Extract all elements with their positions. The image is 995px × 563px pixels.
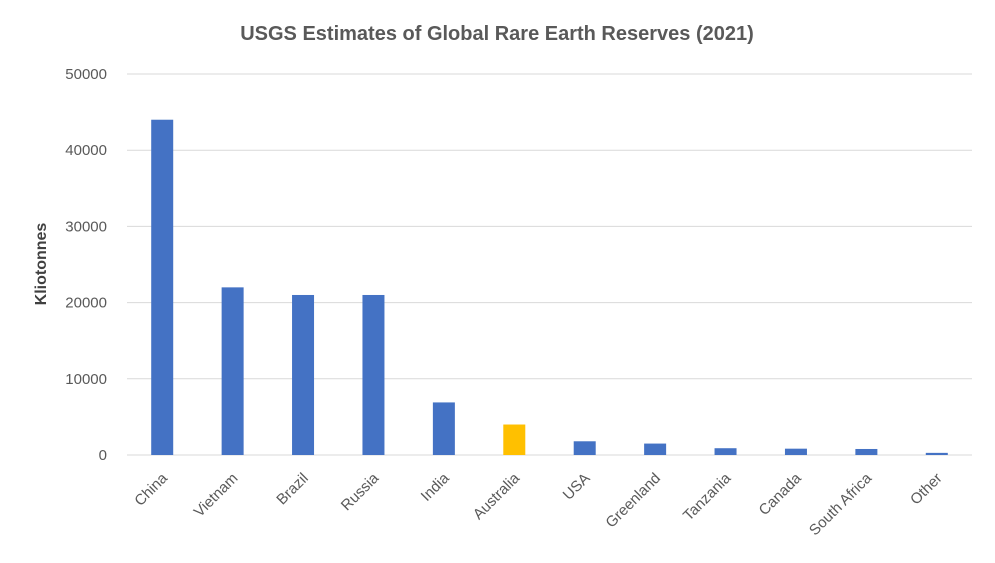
bar-vietnam bbox=[221, 287, 244, 455]
y-tick-label: 50000 bbox=[65, 66, 107, 83]
x-tick-label: Brazil bbox=[273, 470, 312, 509]
x-tick-label: Greenland bbox=[602, 470, 664, 532]
x-tick-label: South Africa bbox=[806, 469, 876, 539]
x-tick-label: Vietnam bbox=[191, 470, 242, 521]
bars bbox=[151, 119, 948, 455]
x-tick-label: Canada bbox=[756, 469, 806, 519]
bar-tanzania bbox=[714, 448, 737, 455]
bar-india bbox=[432, 402, 455, 455]
y-axis-title: Kliotonnes bbox=[33, 223, 50, 306]
x-tick-label: Other bbox=[907, 470, 946, 509]
bar-russia bbox=[362, 294, 385, 455]
x-tick-label: China bbox=[131, 469, 171, 509]
chart-title: USGS Estimates of Global Rare Earth Rese… bbox=[240, 23, 754, 45]
bar-china bbox=[151, 119, 174, 455]
x-tick-label: Tanzania bbox=[680, 469, 735, 524]
bar-greenland bbox=[644, 443, 667, 455]
y-tick-label: 20000 bbox=[65, 295, 107, 312]
x-tick-label: Russia bbox=[338, 469, 383, 514]
x-tick-label: USA bbox=[560, 470, 594, 504]
y-tick-label: 10000 bbox=[65, 371, 107, 388]
bar-other bbox=[925, 452, 948, 455]
bar-australia bbox=[503, 424, 526, 455]
y-tick-label: 30000 bbox=[65, 218, 107, 235]
bar-usa bbox=[573, 441, 596, 455]
x-axis-labels: China Vietnam Brazil Russia India Australia US… bbox=[131, 469, 945, 539]
x-tick-label: Australia bbox=[470, 469, 524, 523]
y-tick-label: 0 bbox=[99, 447, 107, 464]
bar-canada bbox=[784, 448, 807, 455]
bar-brazil bbox=[292, 294, 315, 455]
x-tick-label: India bbox=[418, 469, 453, 504]
y-tick-label: 40000 bbox=[65, 142, 107, 159]
bar-south-africa bbox=[855, 448, 878, 455]
y-axis-ticks: 0 10000 20000 30000 40000 50000 bbox=[65, 66, 107, 464]
gridlines bbox=[127, 73, 972, 456]
